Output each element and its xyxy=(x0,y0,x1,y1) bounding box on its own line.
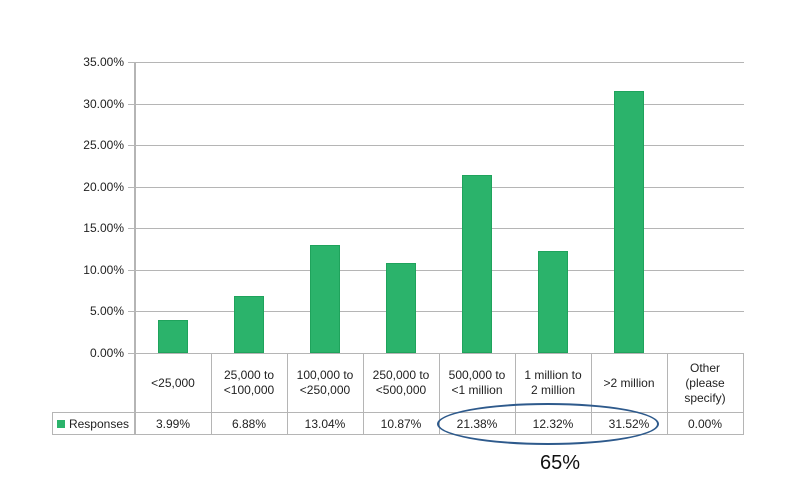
y-tick-label: 10.00% xyxy=(83,263,124,277)
table-divider xyxy=(52,412,53,435)
category-label-line: 500,000 to xyxy=(448,368,506,382)
category-label-line: <25,000 xyxy=(151,375,195,390)
category-label-line: <500,000 xyxy=(375,383,427,397)
category-label: 250,000 to <500,000 xyxy=(363,354,439,412)
category-label-line: 100,000 to xyxy=(296,368,354,382)
value-cell: 3.99% xyxy=(155,416,191,431)
y-tick-label: 0.00% xyxy=(89,346,124,360)
value-cell: 0.00% xyxy=(687,416,723,431)
y-tick-label: 15.00% xyxy=(83,221,124,235)
category-label-line: 2 million xyxy=(530,383,575,397)
gridline xyxy=(128,270,744,271)
table-divider xyxy=(439,353,440,435)
category-label: 100,000 to <250,000 xyxy=(287,354,363,412)
gridline xyxy=(128,353,744,354)
category-label-line: >2 million xyxy=(603,375,655,390)
bar xyxy=(462,175,492,353)
gridline xyxy=(128,145,744,146)
y-tick-label: 30.00% xyxy=(83,97,124,111)
gridline xyxy=(128,104,744,105)
category-label-line: specify) xyxy=(684,390,726,405)
table-divider xyxy=(287,353,288,435)
y-tick-label: 35.00% xyxy=(83,55,124,69)
y-tick-label: 5.00% xyxy=(89,304,124,318)
bar xyxy=(386,262,416,353)
category-label: 25,000 to <100,000 xyxy=(211,354,287,412)
category-label-line: <1 million xyxy=(451,383,503,397)
table-divider xyxy=(211,353,212,435)
table-divider xyxy=(743,353,744,435)
table-divider xyxy=(135,353,136,435)
y-tick-label: 25.00% xyxy=(83,138,124,152)
gridline xyxy=(128,187,744,188)
bar xyxy=(158,319,188,353)
highlight-ellipse xyxy=(437,403,659,445)
category-label: Other (please specify) xyxy=(667,354,743,412)
category-label: >2 million xyxy=(591,354,667,412)
table-divider xyxy=(667,353,668,435)
value-cell: 10.87% xyxy=(380,416,422,431)
category-label: 1 million to 2 million xyxy=(515,354,591,412)
table-divider xyxy=(363,353,364,435)
legend-swatch-icon xyxy=(56,419,65,428)
y-tick-label: 20.00% xyxy=(83,180,124,194)
category-label-line: 1 million to xyxy=(524,368,582,382)
bar xyxy=(234,295,264,353)
gridline xyxy=(128,62,744,63)
category-label-line: 25,000 to xyxy=(223,368,275,382)
annotation-total: 65% xyxy=(539,452,581,474)
category-label-line: <250,000 xyxy=(299,383,351,397)
category-label-line: (please xyxy=(685,375,725,390)
table-divider xyxy=(515,353,516,435)
gridline xyxy=(128,228,744,229)
value-cell: 6.88% xyxy=(231,416,267,431)
category-label-line: 250,000 to xyxy=(372,368,430,382)
gridline xyxy=(128,311,744,312)
y-axis-line xyxy=(134,62,136,434)
category-label: 500,000 to <1 million xyxy=(439,354,515,412)
category-label-line: Other xyxy=(689,360,720,375)
category-label: <25,000 xyxy=(135,354,211,412)
table-divider xyxy=(591,353,592,435)
bar xyxy=(614,90,644,353)
bar xyxy=(310,244,340,353)
table-divider xyxy=(52,434,744,435)
legend-label: Responses xyxy=(68,416,130,431)
legend-cell: Responses xyxy=(52,413,134,434)
value-cell: 13.04% xyxy=(304,416,346,431)
bar xyxy=(538,250,568,353)
category-label-line: <100,000 xyxy=(223,383,275,397)
table-divider xyxy=(52,412,744,413)
